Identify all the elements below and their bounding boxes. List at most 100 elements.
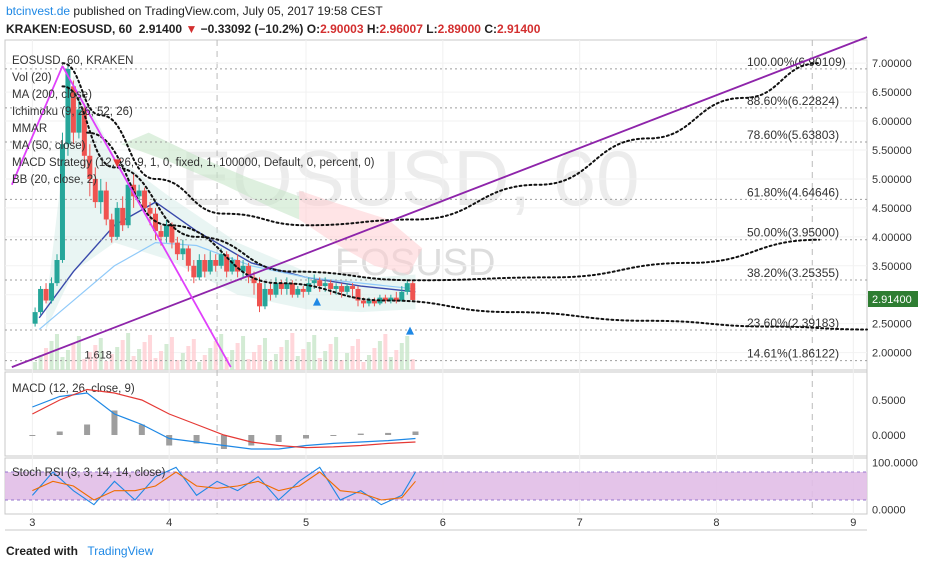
stoch-band (5, 472, 867, 500)
candle-body (393, 297, 399, 301)
macd-histogram-bar (303, 435, 310, 439)
symbol-line: KRAKEN:EOSUSD, 60 2.91400 ▼ −0.33092 (−1… (6, 21, 540, 37)
published-text: published on TradingView.com, July 05, 2… (73, 4, 383, 18)
volume-bar (366, 355, 371, 370)
stoch-series (5, 466, 867, 506)
volume-bar (224, 357, 229, 370)
rising-trendline (11, 36, 868, 368)
volume-bar (153, 358, 158, 370)
fib-label: 38.20%(3.25355) (747, 266, 839, 280)
candle-body (163, 225, 169, 237)
candle-body (169, 225, 175, 243)
candle-body (59, 144, 65, 260)
candle-body (43, 288, 49, 301)
macd-histogram-bar (248, 435, 255, 446)
macd-histogram-bar (330, 435, 337, 436)
candle-body (213, 260, 219, 266)
candle-body (355, 288, 361, 301)
fib-label: 88.60%(6.22824) (747, 94, 839, 108)
cloud-green (121, 132, 300, 220)
candle-body (114, 207, 120, 237)
price-tick-label: 3.50000 (872, 261, 912, 273)
candle-body (328, 283, 334, 289)
volume-bar (142, 342, 147, 370)
candle-body (70, 86, 76, 133)
price-tick-label: 5.50000 (872, 145, 912, 157)
macd-histogram-bar (275, 435, 282, 442)
volume-bar (252, 352, 257, 370)
candle-body (229, 260, 235, 272)
legend-item: MMAR (12, 123, 47, 135)
bollinger-band (46, 74, 416, 330)
time-tick-label: 7 (577, 517, 583, 529)
volume-bar (279, 347, 284, 370)
volume-bar (169, 337, 174, 370)
volume-bar (268, 361, 273, 370)
fib-label: 23.60%(2.39183) (747, 316, 839, 330)
open-label: O: (306, 22, 321, 36)
volume-bar (38, 355, 43, 370)
macd-histogram-bar (138, 424, 145, 435)
macd-histogram-bar (385, 432, 392, 435)
price-axis: 7.00000 6.50000 6.00000 5.50000 5.00000 4.500… (872, 58, 918, 516)
tradingview-link[interactable]: TradingView (87, 544, 154, 558)
fib-label: 50.00%(3.95000) (747, 226, 839, 240)
volume-bar (339, 360, 344, 370)
low-label: L: (426, 22, 438, 36)
candle-body (306, 283, 312, 292)
volume-bar (104, 361, 109, 370)
down-arrow-icon: ▼ (185, 22, 198, 36)
candle-body (251, 277, 257, 284)
volume-bar (246, 359, 251, 370)
volume-bar (301, 349, 306, 370)
candle-body (158, 231, 164, 237)
volume-bar (290, 333, 295, 370)
volume-bar (273, 354, 278, 370)
volume-bar (230, 350, 235, 370)
publish-line: btcinvest.de published on TradingView.co… (6, 3, 383, 19)
volume-bar (98, 338, 103, 370)
volume-bar (295, 356, 300, 370)
volume-bar (388, 357, 393, 370)
candles (32, 66, 416, 327)
macd-histogram-bar (220, 435, 227, 449)
candle-body (218, 254, 224, 266)
site-link[interactable]: btcinvest.de (6, 4, 71, 18)
candle-body (76, 109, 82, 133)
candle-body (180, 248, 186, 255)
candle-body (404, 283, 410, 292)
projection-curves (61, 62, 868, 331)
price-tick-label: 5.00000 (872, 174, 912, 186)
lower-projection (86, 131, 868, 331)
candle-body (235, 260, 241, 272)
low-value: 2.89000 (437, 22, 481, 36)
price-badge (868, 291, 918, 307)
candle-body (317, 280, 323, 287)
price-tick-label: 6.00000 (872, 116, 912, 128)
open-value: 2.90003 (320, 22, 364, 36)
candle-body (196, 260, 202, 278)
indicator-legend: EOSUSD, 60, KRAKEN Vol (20) MA (200, close… (12, 55, 375, 186)
macd-line (32, 392, 416, 450)
candle-body (333, 286, 339, 289)
candle-body (262, 288, 268, 307)
price-tick-label: 7.00000 (872, 58, 912, 70)
time-tick-label: 3 (29, 517, 35, 529)
candle-body (300, 288, 306, 292)
macd-histogram-bar (357, 433, 364, 435)
macd-histogram-bar (193, 435, 200, 444)
candle-body (207, 260, 213, 272)
volume-bar (82, 359, 87, 370)
candle-body (295, 288, 301, 295)
fib-label: 61.80%(4.64646) (747, 185, 839, 199)
candle-body (360, 300, 366, 304)
candle-body (399, 291, 405, 301)
time-tick-label: 4 (166, 517, 172, 529)
candle-body (311, 280, 317, 284)
price-change: −0.33092 (−10.2%) (200, 22, 304, 36)
candle-body (322, 283, 328, 287)
time-tick-label: 6 (440, 517, 446, 529)
macd-histogram-bar (56, 431, 63, 435)
candle-body (87, 155, 93, 179)
